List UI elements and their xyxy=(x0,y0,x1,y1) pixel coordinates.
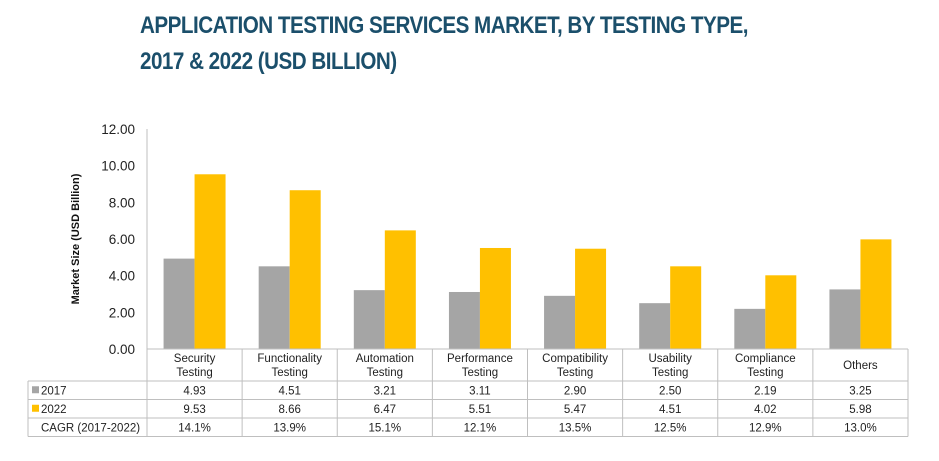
x-category-label: Testing xyxy=(271,367,307,379)
x-category-label: Testing xyxy=(557,367,593,379)
cagr-value: 14.1% xyxy=(178,422,211,434)
data-value-2022: 5.47 xyxy=(564,404,586,416)
data-value-2022: 8.66 xyxy=(278,404,300,416)
chart-title-line-2: 2017 & 2022 (USD BILLION) xyxy=(140,48,397,75)
data-value-2017: 4.51 xyxy=(278,385,300,397)
legend-key-2022 xyxy=(32,404,39,412)
bar-2017 xyxy=(258,266,290,349)
y-axis-label: Market Size (USD Billion) xyxy=(70,173,82,304)
bar-2017 xyxy=(639,303,671,349)
cagr-value: 13.9% xyxy=(273,422,306,434)
data-value-2022: 4.51 xyxy=(659,404,681,416)
bar-2017 xyxy=(163,258,195,349)
x-category-label: Testing xyxy=(747,367,783,379)
data-value-2017: 2.90 xyxy=(564,385,586,397)
bar-2017 xyxy=(448,291,480,349)
x-category-label: Testing xyxy=(176,367,212,379)
y-tick-label: 0.00 xyxy=(109,342,135,357)
chart-title-line-1: APPLICATION TESTING SERVICES MARKET, BY … xyxy=(140,12,749,39)
data-value-2022: 9.53 xyxy=(183,404,205,416)
y-tick-label: 2.00 xyxy=(109,305,135,320)
data-value-2022: 5.98 xyxy=(849,404,871,416)
cagr-row-label: CAGR (2017-2022) xyxy=(41,422,140,434)
bar-2022 xyxy=(860,239,892,349)
data-value-2022: 5.51 xyxy=(469,404,491,416)
data-value-2017: 4.93 xyxy=(183,385,205,397)
x-category-label: Compatibility xyxy=(542,353,608,365)
data-value-2017: 2.19 xyxy=(754,385,776,397)
bar-2022 xyxy=(479,247,511,349)
x-category-label: Performance xyxy=(447,353,513,365)
cagr-value: 12.1% xyxy=(464,422,497,434)
x-category-label: Others xyxy=(843,360,878,372)
bar-2017 xyxy=(829,289,861,349)
bar-2017 xyxy=(544,295,576,349)
bar-2022 xyxy=(289,190,321,349)
bar-2022 xyxy=(670,266,702,349)
bar-2022 xyxy=(194,174,226,349)
chart-title: APPLICATION TESTING SERVICES MARKET, BY … xyxy=(140,8,749,80)
cagr-value: 15.1% xyxy=(369,422,402,434)
bar-2017 xyxy=(353,290,385,349)
y-tick-label: 10.00 xyxy=(101,159,135,174)
bar-2022 xyxy=(575,248,607,349)
x-category-label: Testing xyxy=(652,367,688,379)
data-value-2017: 3.21 xyxy=(374,385,396,397)
legend-label-2017: 2017 xyxy=(41,385,67,397)
cagr-value: 13.5% xyxy=(559,422,592,434)
data-value-2022: 4.02 xyxy=(754,404,776,416)
legend-key-2017 xyxy=(32,386,39,394)
cagr-value: 12.9% xyxy=(749,422,782,434)
x-category-label: Testing xyxy=(462,367,498,379)
x-category-label: Testing xyxy=(367,367,403,379)
y-tick-label: 6.00 xyxy=(109,232,135,247)
x-category-label: Compliance xyxy=(735,353,796,365)
x-category-label: Functionality xyxy=(257,353,322,365)
y-tick-label: 4.00 xyxy=(109,269,135,284)
data-value-2017: 2.50 xyxy=(659,385,681,397)
y-tick-label: 8.00 xyxy=(109,195,135,210)
cagr-value: 12.5% xyxy=(654,422,687,434)
x-category-label: Usability xyxy=(648,353,692,365)
bar-2022 xyxy=(765,275,797,349)
data-value-2017: 3.11 xyxy=(469,385,491,397)
data-value-2022: 6.47 xyxy=(374,404,396,416)
bar-2022 xyxy=(384,230,416,349)
cagr-value: 13.0% xyxy=(844,422,877,434)
x-category-label: Automation xyxy=(356,353,414,365)
legend-label-2022: 2022 xyxy=(41,404,67,416)
x-category-label: Security xyxy=(174,353,216,365)
bar-2017 xyxy=(734,308,766,349)
y-tick-label: 12.00 xyxy=(101,122,135,137)
data-value-2017: 3.25 xyxy=(849,385,871,397)
